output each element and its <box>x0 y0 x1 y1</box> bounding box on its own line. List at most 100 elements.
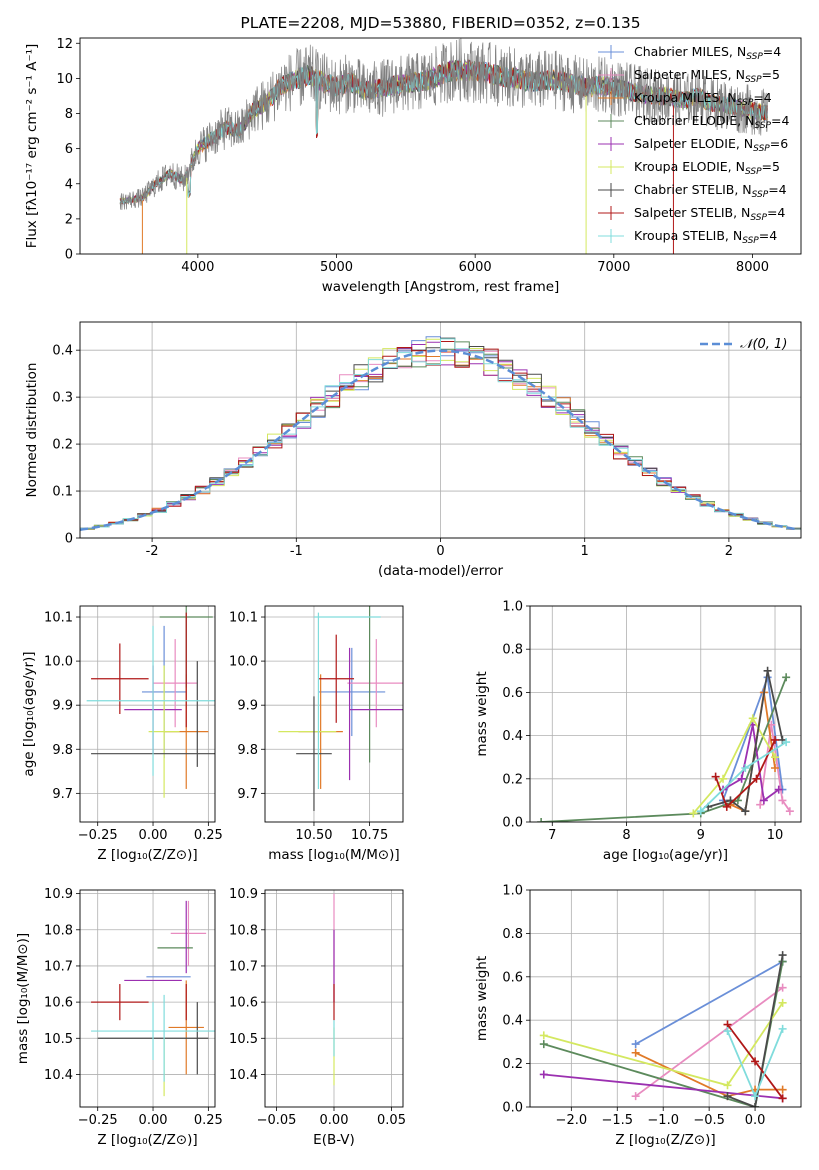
y-tick-label: 10.8 <box>229 923 258 938</box>
y-tick-label: 0.1 <box>52 485 73 500</box>
weight-series-2 <box>635 1051 783 1098</box>
x-axis-label: Z [log₁₀(Z/Z⊙)] <box>97 847 197 863</box>
weight-marker <box>778 1024 787 1033</box>
y-tick-label: 0 <box>65 532 73 547</box>
weight-series-6 <box>727 954 784 1107</box>
y-tick-label: 0.8 <box>502 643 523 658</box>
residual-histogram-panel: -2 -1 0 1 2 0 0.1 0.2 0.3 0.4 (data-model)/error No… <box>24 321 802 579</box>
weight-marker <box>774 785 783 794</box>
weight-marker <box>751 1103 760 1107</box>
weight-marker <box>771 764 780 772</box>
x-tick-label: 4000 <box>181 260 214 275</box>
x-tick-label: −1.5 <box>601 1113 633 1128</box>
x-tick-label: 7000 <box>597 260 630 275</box>
x-tick-label: −0.5 <box>693 1113 725 1128</box>
weight-marker <box>782 738 791 747</box>
weight-marker <box>782 673 791 682</box>
weight-marker <box>771 753 780 762</box>
x-tick-label: −1.0 <box>647 1113 679 1128</box>
spectrum-panel: PLATE=2208, MJD=53880, FIBERID=0352, z=0… <box>24 14 802 295</box>
weight-marker <box>748 714 757 723</box>
plot-frame <box>79 605 216 823</box>
y-tick-label: 10 <box>56 72 73 87</box>
y-tick-label: 9.9 <box>237 699 258 714</box>
y-axis-label: mass weight <box>474 671 490 756</box>
age-vs-mass-panel: 10.50 10.75 9.7 9.8 9.9 10.0 10.1 mass [log₁₀(M… <box>229 605 404 863</box>
weight-marker <box>689 809 698 818</box>
weight-marker <box>741 764 750 772</box>
x-axis-label: (data-model)/error <box>378 563 504 579</box>
plot-frame <box>264 889 404 1108</box>
legend-entry: Chabrier ELODIE, NSSP=4 <box>634 113 789 131</box>
y-tick-label: 10.6 <box>44 996 73 1011</box>
x-tick-label: 10.75 <box>351 828 388 843</box>
plot-frame <box>529 889 802 1108</box>
y-tick-label: 9.8 <box>237 743 258 758</box>
y-tick-label: 9.8 <box>52 743 73 758</box>
weight-marker <box>719 774 728 783</box>
y-tick-label: 10.7 <box>44 959 73 974</box>
weight-series-1 <box>759 724 791 812</box>
x-tick-label: −0.05 <box>257 1113 297 1128</box>
legend-entry: Kroupa ELODIE, NSSP=5 <box>634 159 780 177</box>
x-tick-label: 10.50 <box>295 828 332 843</box>
weight-marker <box>539 1070 548 1079</box>
y-tick-label: 10.7 <box>229 959 258 974</box>
y-axis-label: age [log₁₀(age/yr)] <box>21 651 37 776</box>
weight-marker <box>631 1040 640 1049</box>
y-tick-label: 10.8 <box>44 923 73 938</box>
y-tick-label: 10.1 <box>229 611 258 626</box>
x-tick-label: 10 <box>767 828 784 843</box>
x-tick-label: 0.25 <box>194 1113 223 1128</box>
mass-vs-extinction-panel: −0.05 0.00 0.05 10.4 10.5 10.6 10.7 10.8 10.9 E(B… <box>229 887 406 1148</box>
mass-weight-vs-metallicity-panel: −2.0 −1.5 −1.0 −0.5 0.0 0.0 0.2 0.4 0.6 0.8 1.0 Z [… <box>474 884 802 1148</box>
spectrum-lines <box>119 38 768 254</box>
y-tick-label: 8 <box>65 107 73 122</box>
y-tick-label: 10.0 <box>229 655 258 670</box>
x-tick-label: 2 <box>725 544 733 559</box>
weight-marker <box>778 1094 787 1103</box>
y-tick-label: 2 <box>65 212 73 227</box>
plot-frame <box>79 889 216 1108</box>
weight-marker <box>723 1027 732 1036</box>
weight-lines <box>537 666 794 822</box>
x-tick-label: 5000 <box>320 260 353 275</box>
x-tick-label: 0.25 <box>194 828 223 843</box>
error-bars <box>91 900 215 1097</box>
observed-spectrum <box>119 38 768 211</box>
weight-marker <box>722 802 731 811</box>
x-tick-label: -1 <box>290 544 303 559</box>
y-tick-label: 0.6 <box>502 686 523 701</box>
legend-entry: 𝒩(0, 1) <box>740 337 787 352</box>
x-axis-label: age [log₁₀(age/yr)] <box>603 847 728 863</box>
weight-marker <box>771 735 780 744</box>
y-tick-label: 10.9 <box>44 887 73 902</box>
y-tick-label: 0.6 <box>502 970 523 985</box>
weight-marker <box>778 951 787 960</box>
legend-entry: Kroupa STELIB, NSSP=4 <box>634 228 777 246</box>
weight-marker <box>696 807 705 816</box>
weight-marker <box>631 1092 640 1101</box>
x-tick-label: 6000 <box>459 260 492 275</box>
weight-series-5 <box>692 716 776 814</box>
weight-marker <box>778 983 787 992</box>
x-axis-label: Z [log₁₀(Z/Z⊙)] <box>615 1132 715 1148</box>
y-tick-label: 10.6 <box>229 996 258 1011</box>
legend-entry: Kroupa MILES, NSSP=4 <box>634 90 772 108</box>
y-tick-label: 0 <box>65 248 73 263</box>
weight-lines <box>539 951 787 1107</box>
weight-marker <box>631 1048 640 1057</box>
x-tick-label: -2 <box>146 544 159 559</box>
model-spectrum-8 <box>119 59 768 205</box>
y-tick-label: 1.0 <box>502 884 523 899</box>
y-tick-label: 0.0 <box>502 816 523 831</box>
x-tick-label: 0 <box>436 544 444 559</box>
x-tick-label: 1 <box>581 544 589 559</box>
mass-vs-metallicity-panel: −0.25 0.00 0.25 10.4 10.5 10.6 10.7 10.8 10.9 Z [… <box>15 887 223 1148</box>
weight-marker <box>537 818 546 822</box>
weight-marker <box>711 772 720 781</box>
chart-title: PLATE=2208, MJD=53880, FIBERID=0352, z=0… <box>240 14 640 32</box>
y-tick-label: 0.2 <box>502 772 523 787</box>
y-tick-label: 10.5 <box>44 1032 73 1047</box>
y-tick-label: 0.3 <box>52 391 73 406</box>
